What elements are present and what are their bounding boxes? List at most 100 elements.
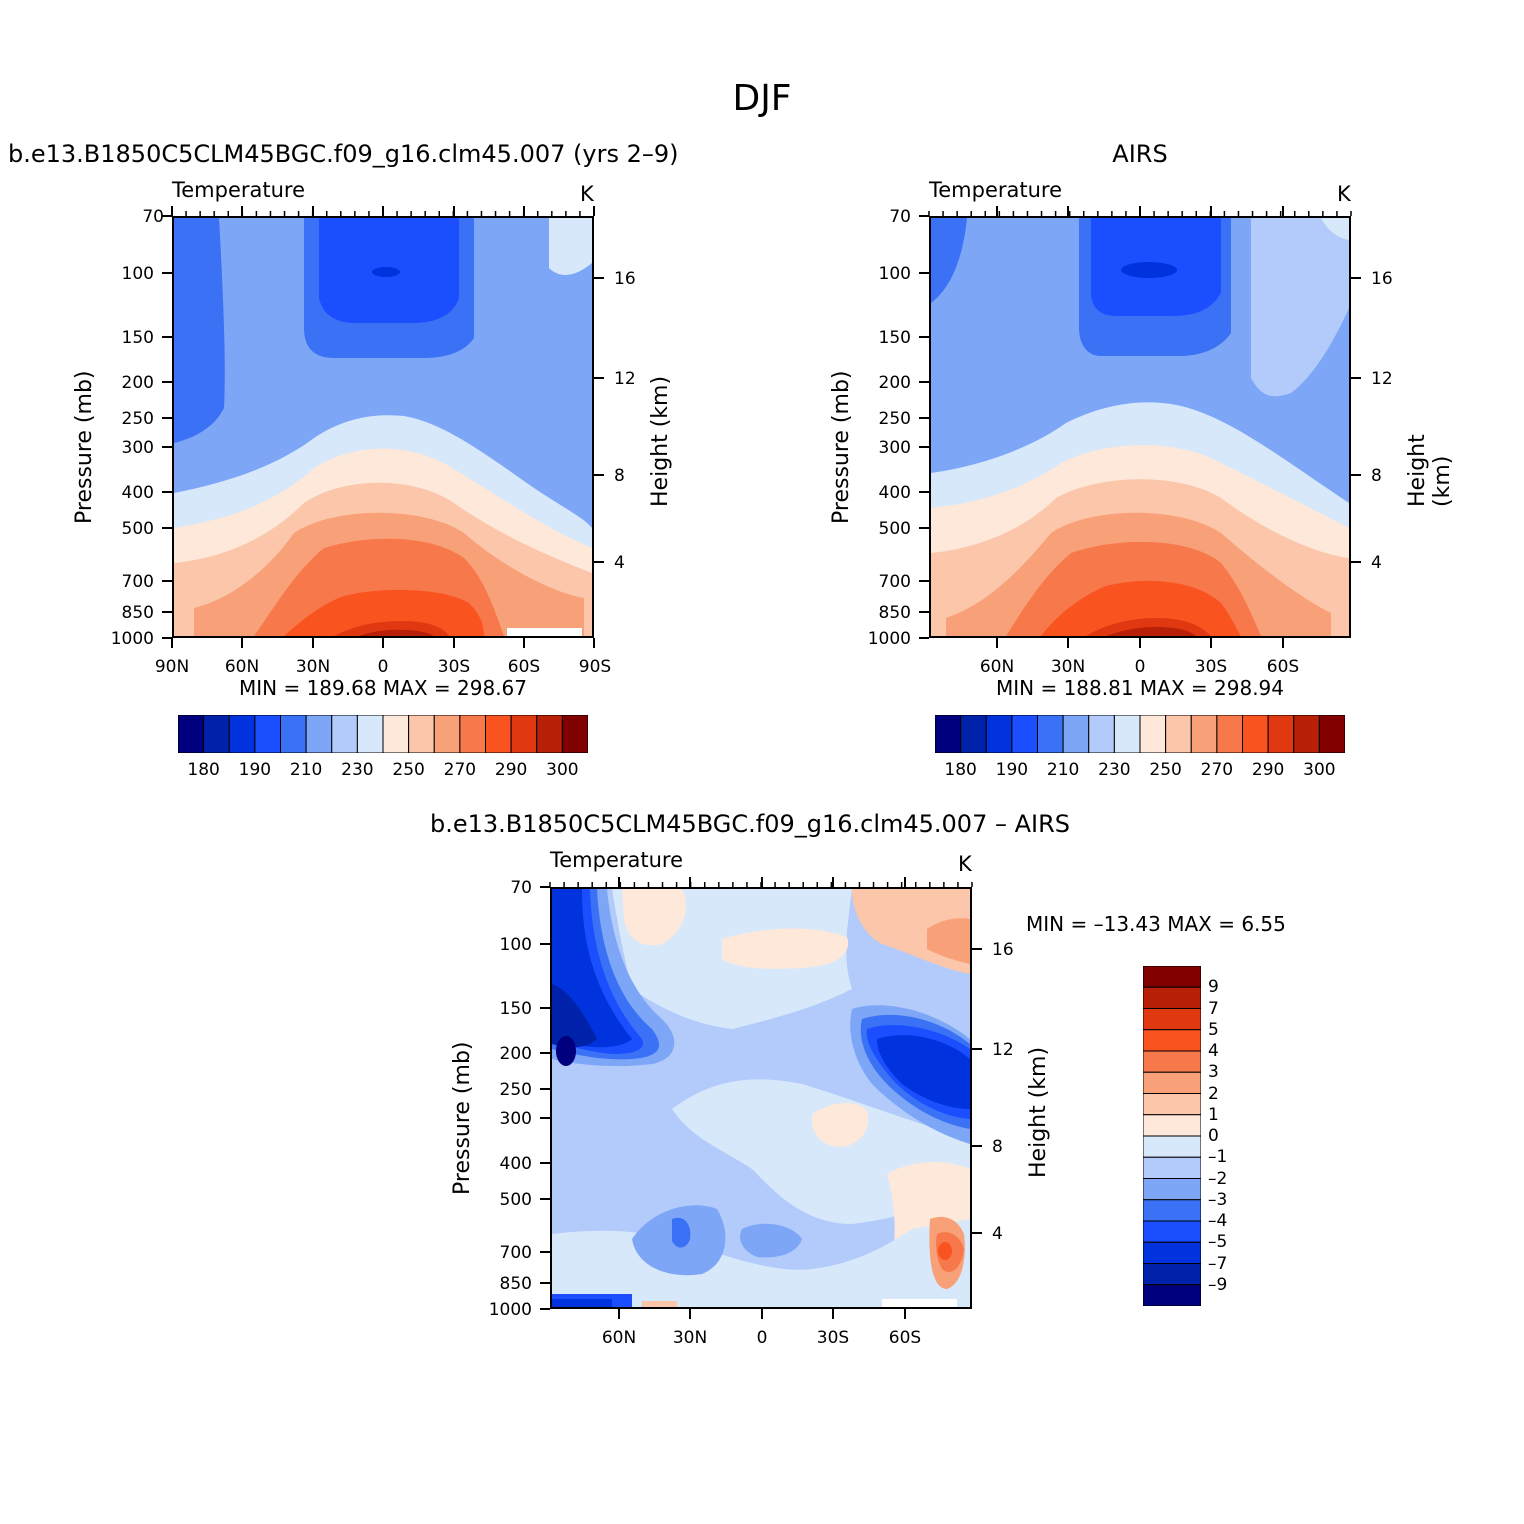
panel3-colorbar-label-7: 0 bbox=[1208, 1126, 1219, 1146]
panel3-colorbar-label-2: 5 bbox=[1208, 1019, 1219, 1040]
panel3-colorbar-swatch-0 bbox=[1143, 966, 1201, 988]
panel1-colorbar-swatch-4 bbox=[280, 715, 307, 753]
panel2-colorbar-swatch-2 bbox=[985, 715, 1013, 753]
axis-tickmarks bbox=[919, 206, 1361, 648]
panel2-colorbar-swatch-13 bbox=[1267, 715, 1295, 753]
panel2-colorbar-swatch-12 bbox=[1242, 715, 1269, 753]
panel1-band-210 bbox=[174, 218, 225, 443]
panel2-colorbar-swatch-4 bbox=[1037, 715, 1064, 753]
panel3-ytick-400: 400 bbox=[499, 1154, 532, 1174]
panel2-plot-area bbox=[929, 216, 1351, 638]
panel1-band-290 bbox=[284, 589, 484, 636]
panel3-colorbar-label-6: 1 bbox=[1208, 1104, 1219, 1125]
panel2-ytick-150: 150 bbox=[878, 328, 911, 348]
panel3-ytick-250: 250 bbox=[499, 1080, 532, 1100]
panel1-colorbar-swatch-8 bbox=[382, 715, 410, 753]
panel3-plot-area bbox=[550, 887, 972, 1309]
panel2-yrtick-4: 4 bbox=[1371, 553, 1382, 573]
panel1-xtick-60n: 60N bbox=[224, 657, 260, 677]
panel3-missing-data bbox=[882, 1299, 957, 1307]
panel3-colorbar-label-5: 2 bbox=[1208, 1083, 1219, 1104]
panel1-colorbar-swatch-3 bbox=[254, 715, 281, 753]
axis-tickmarks bbox=[540, 877, 982, 1319]
panel3-title: b.e13.B1850C5CLM45BGC.f09_g16.clm45.007 … bbox=[429, 810, 1071, 838]
panel1-colorbar-swatch-0 bbox=[178, 715, 205, 753]
panel3-colorbar-labels: 9 7 5 4 3 2 1 0 –1 –2 –3 –4 –5 –7 –9 bbox=[1208, 966, 1268, 1306]
panel3-xtick-30n: 30N bbox=[672, 1328, 708, 1348]
panel2-colorbar-label-2: 210 bbox=[1046, 760, 1080, 780]
panel3-band-4-lower-right bbox=[938, 1242, 952, 1260]
panel2-band-190 bbox=[1121, 262, 1177, 278]
panel3-colorbar-label-9: –2 bbox=[1208, 1168, 1228, 1189]
panel3-colorbar-swatch-6 bbox=[1143, 1093, 1201, 1116]
panel3-ylabel-right: Height (km) bbox=[1026, 1046, 1051, 1178]
panel2-ytick-500: 500 bbox=[878, 519, 911, 539]
panel3-band-neg2-blob2 bbox=[740, 1223, 802, 1258]
panel1-colorbar-swatch-12 bbox=[485, 715, 512, 753]
panel1-ytick-70: 70 bbox=[142, 207, 164, 227]
panel2-colorbar-swatch-1 bbox=[960, 715, 987, 753]
panel2-colorbar-label-3: 230 bbox=[1098, 760, 1131, 780]
panel3-colorbar-swatch-2 bbox=[1143, 1008, 1201, 1031]
panel1-ytick-400: 400 bbox=[121, 483, 154, 503]
panel1-ytick-300: 300 bbox=[121, 438, 154, 458]
panel2-units-label: K bbox=[1337, 182, 1351, 206]
panel3-yrtick-16: 16 bbox=[992, 940, 1014, 960]
panel3-colorbar-swatch-11 bbox=[1143, 1199, 1201, 1222]
panel3-colorbar-label-14: –9 bbox=[1208, 1274, 1228, 1295]
panel2-ytick-100: 100 bbox=[878, 264, 911, 284]
panel1-ylabel: Pressure (mb) bbox=[72, 370, 97, 525]
panel3-colorbar-swatch-13 bbox=[1143, 1241, 1201, 1264]
panel3-xtick-30s: 30S bbox=[816, 1328, 850, 1348]
panel1-colorbar-label-0: 180 bbox=[187, 760, 220, 780]
panel2-colorbar bbox=[935, 715, 1345, 753]
axis-tickmarks bbox=[162, 206, 604, 648]
panel3-colorbar-label-3: 4 bbox=[1208, 1041, 1219, 1061]
panel3-colorbar-swatch-4 bbox=[1143, 1050, 1201, 1073]
panel1-ytick-250: 250 bbox=[121, 409, 154, 429]
panel1-ytick-850: 850 bbox=[121, 603, 154, 623]
panel1-yrtick-12: 12 bbox=[614, 369, 636, 389]
panel1-missing-data bbox=[507, 628, 582, 636]
panel2-colorbar-label-6: 290 bbox=[1251, 760, 1285, 780]
panel2-band-210 bbox=[931, 218, 967, 303]
panel2-band-220 bbox=[931, 218, 1349, 503]
panel2-colorbar-swatch-9 bbox=[1165, 715, 1192, 753]
panel1-colorbar-swatch-11 bbox=[459, 715, 486, 753]
panel2-colorbar-label-5: 270 bbox=[1200, 760, 1234, 780]
panel1-colorbar-label-1: 190 bbox=[238, 760, 272, 780]
panel1-title: b.e13.B1850C5CLM45BGC.f09_g16.clm45.007 … bbox=[8, 140, 679, 168]
panel2-ytick-200: 200 bbox=[878, 373, 911, 393]
panel3-xtick-60s: 60S bbox=[888, 1328, 922, 1348]
panel2-colorbar-swatch-6 bbox=[1088, 715, 1115, 753]
panel2-colorbar-swatch-5 bbox=[1062, 715, 1090, 753]
panel3-band-neg7-left bbox=[552, 984, 597, 1048]
panel3-colorbar-swatch-1 bbox=[1143, 986, 1201, 1009]
panel3-band-0-upper-left bbox=[622, 889, 686, 946]
panel1-colorbar-swatch-13 bbox=[510, 715, 538, 753]
panel3-band-neg7-surface bbox=[552, 1299, 612, 1307]
panel3-variable-label: Temperature bbox=[550, 848, 684, 872]
panel3-colorbar-swatch-12 bbox=[1143, 1220, 1201, 1243]
panel2-variable-label: Temperature bbox=[929, 178, 1063, 202]
panel2-colorbar-swatch-11 bbox=[1216, 715, 1243, 753]
panel3-units-label: K bbox=[958, 852, 972, 876]
panel2-xtick-60n: 60N bbox=[979, 657, 1015, 677]
panel2-colorbar-swatch-10 bbox=[1190, 715, 1218, 753]
panel1-ytick-1000: 1000 bbox=[110, 629, 154, 649]
panel1-colorbar bbox=[178, 715, 588, 753]
panel2-yrtick-8: 8 bbox=[1371, 466, 1382, 486]
panel3-ytick-100: 100 bbox=[499, 935, 532, 955]
panel3-yrtick-12: 12 bbox=[992, 1040, 1014, 1060]
panel2-colorbar-swatch-15 bbox=[1318, 715, 1345, 753]
panel2-colorbar-label-0: 180 bbox=[944, 760, 977, 780]
panel2-band-298 bbox=[1106, 627, 1196, 636]
panel1-minmax: MIN = 189.68 MAX = 298.67 bbox=[238, 676, 528, 700]
panel1-xtick-0: 0 bbox=[377, 657, 389, 677]
panel2-minmax: MIN = 188.81 MAX = 298.94 bbox=[995, 676, 1285, 700]
panel3-colorbar-label-4: 3 bbox=[1208, 1062, 1219, 1083]
panel3-colorbar bbox=[1143, 966, 1201, 1306]
figure-title: DJF bbox=[732, 78, 792, 119]
panel3-colorbar-swatch-8 bbox=[1143, 1135, 1201, 1158]
panel1-ytick-100: 100 bbox=[121, 264, 154, 284]
